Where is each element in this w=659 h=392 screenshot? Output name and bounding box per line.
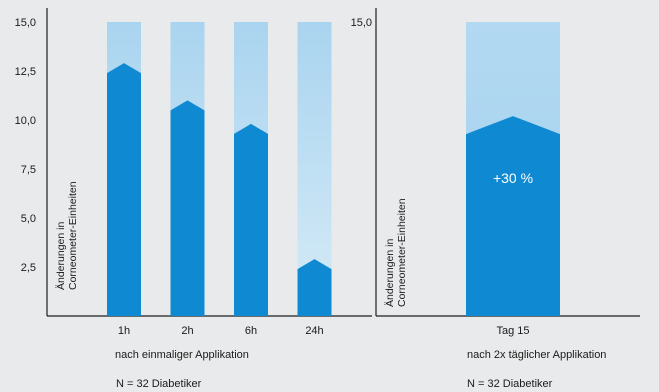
bar-24h — [297, 259, 332, 316]
x-tick-label: Tag 15 — [496, 325, 529, 337]
bar-2h — [170, 100, 205, 317]
sample-size-note: N = 32 Diabetiker — [116, 378, 202, 390]
x-axis-caption: nach einmaliger Applikation — [115, 349, 249, 361]
x-tick-label: 1h — [118, 325, 130, 337]
y-axis-title-line2-right: Corneometer-Einheiten — [396, 198, 408, 307]
sample-size-note-right: N = 32 Diabetiker — [467, 378, 553, 390]
x-tick-label: 2h — [181, 325, 193, 337]
percent-change-label: +30 % — [493, 170, 533, 186]
x-tick-label: 6h — [245, 325, 257, 337]
y-tick-label: 7,5 — [21, 164, 36, 176]
y-tick-labels: 2,5 5,0 7,5 10,0 12,5 15,0 — [15, 17, 36, 274]
right-panel: 15,0 Änderungen in Corneometer-Einheiten… — [351, 8, 640, 390]
left-panel: 2,5 5,0 7,5 10,0 12,5 15,0 Änderungen in Corn… — [15, 8, 372, 390]
bar-6h — [234, 123, 268, 316]
bar-1h — [107, 63, 141, 316]
y-axis-title-line1: Änderungen in — [55, 222, 67, 290]
y-tick-labels-right: 15,0 — [351, 17, 372, 29]
y-tick-label: 2,5 — [21, 262, 36, 274]
y-tick-label: 5,0 — [21, 213, 36, 225]
y-tick-label: 12,5 — [15, 66, 36, 78]
y-tick-label: 10,0 — [15, 115, 36, 127]
x-axis-caption-right: nach 2x täglicher Applikation — [467, 349, 606, 361]
x-tick-labels-right: Tag 15 — [496, 325, 529, 337]
bar-series-right: +30 % — [466, 22, 560, 316]
x-tick-label: 24h — [305, 325, 323, 337]
bar-series — [107, 22, 332, 317]
y-tick-label: 15,0 — [351, 17, 372, 29]
y-axis-title-line1-right: Änderungen in — [384, 239, 396, 307]
bar-tag-15 — [466, 116, 560, 316]
y-axis-left: 2,5 5,0 7,5 10,0 12,5 15,0 — [15, 8, 48, 316]
y-axis-title-line2: Corneometer-Einheiten — [67, 181, 79, 290]
x-tick-labels: 1h 2h 6h 24h — [118, 325, 324, 337]
y-tick-label: 15,0 — [15, 17, 36, 29]
